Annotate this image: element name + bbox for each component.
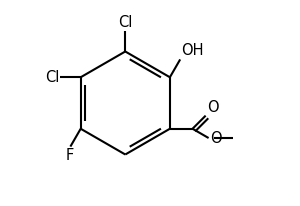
Text: Cl: Cl [45,70,59,85]
Text: F: F [65,148,74,163]
Text: O: O [207,100,218,115]
Text: Cl: Cl [118,15,133,30]
Text: O: O [210,131,221,145]
Text: OH: OH [181,43,204,58]
